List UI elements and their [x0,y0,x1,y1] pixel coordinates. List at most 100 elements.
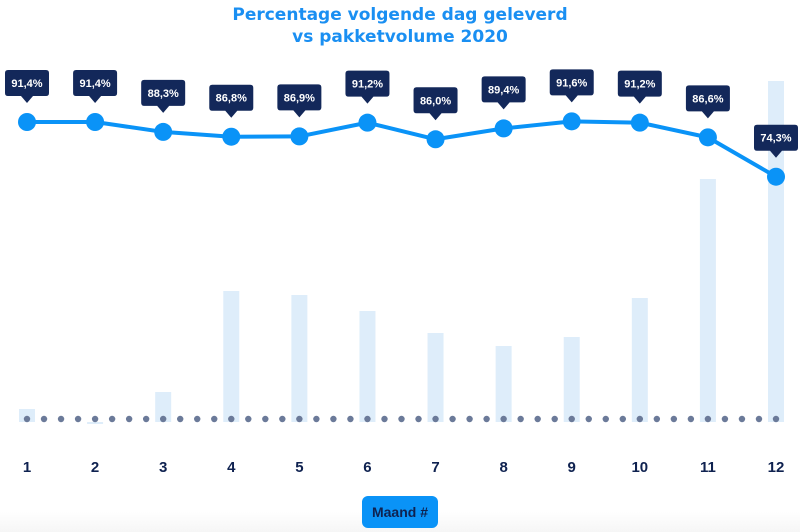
data-label-11: 86,6% [692,93,723,105]
x-tick-label-9: 9 [568,459,576,476]
data-label-callout [413,87,458,121]
line-point-3 [154,122,173,141]
data-label-9: 91,6% [556,77,587,89]
baseline-dot [738,415,746,423]
baseline-dot [483,415,490,423]
x-tick-label-1: 1 [23,459,31,476]
line-point-4 [222,127,241,146]
baseline-dot [91,415,99,423]
chart-title-line1: Percentage volgende dag geleverd [232,5,568,25]
baseline-dot [534,415,541,423]
baseline-dot [142,415,150,423]
data-label-callout [617,70,662,104]
baseline-dot [636,415,644,423]
line-point-11 [698,128,717,147]
baseline-dot [568,415,575,423]
baseline-dot [398,415,405,423]
baseline-dot [330,415,337,423]
chart-title: Percentage volgende dag geleverd vs pakk… [0,4,800,48]
baseline-dot [772,415,780,423]
baseline-dot [228,415,235,423]
baseline-dot [159,415,167,423]
baseline-dot [704,415,712,423]
baseline-dot [108,415,116,423]
data-label-callout [73,70,118,103]
line-point-2 [86,113,105,131]
volume-bar-1 [19,409,35,422]
baseline-dot [755,415,763,423]
baseline-dot [262,415,269,423]
x-tick-label-3: 3 [159,459,167,476]
volume-bar-2 [87,422,104,424]
baseline-dot [466,415,473,423]
data-label-callout [754,124,798,158]
baseline-dot [40,415,48,423]
baseline-dot [125,415,133,423]
baseline-dot [245,415,252,423]
x-tick-label-8: 8 [499,459,507,476]
data-label-6: 91,2% [352,79,383,91]
data-label-callout [345,70,390,104]
baseline-dot [721,415,729,423]
line-point-6 [358,113,377,132]
baseline-dot [687,415,695,423]
baseline-dot [347,415,354,423]
data-label-callout [5,70,49,103]
data-label-4: 86,8% [216,93,247,105]
volume-bar-3 [155,392,172,422]
baseline-dot [211,415,218,423]
baseline-dot [432,415,439,423]
data-label-1: 91,4% [11,78,42,90]
data-label-callout [277,84,322,118]
data-label-10: 91,2% [624,79,655,91]
data-label-callout [141,79,186,113]
data-label-callout [549,69,594,103]
chart-subtitle: vs pakketvolume 2020 [292,27,508,47]
data-label-12: 74,3% [760,133,791,145]
volume-bar-6 [359,311,376,422]
line-point-1 [18,113,36,131]
line-point-5 [290,127,309,146]
baseline-dot [551,415,558,423]
volume-bar-5 [291,295,308,422]
volume-bar-9 [563,337,580,422]
baseline-dot [517,415,524,423]
data-label-3: 88,3% [148,88,179,100]
baseline-dot [449,415,456,423]
baseline-dot [74,415,82,423]
data-label-callout [685,85,730,119]
data-label-8: 89,4% [488,84,519,96]
data-label-2: 91,4% [79,78,110,90]
data-label-5: 86,9% [284,92,315,104]
baseline-dot [279,415,286,423]
percentage-line [27,119,778,179]
baseline-dot [381,415,388,423]
baseline-dot [653,415,661,423]
baseline-dot [585,415,592,423]
x-tick-label-12: 12 [768,459,785,476]
line-point-10 [630,113,649,132]
x-tick-label-4: 4 [227,459,236,476]
x-tick-label-11: 11 [700,459,716,476]
x-tick-label-2: 2 [91,459,99,476]
volume-bar-12 [768,81,784,422]
baseline-dot [415,415,422,423]
baseline-dot [194,415,201,423]
baseline-dot [364,415,371,423]
volume-bar-7 [427,333,444,422]
x-tick-label-10: 10 [631,459,648,476]
baseline-dot [500,415,507,423]
line-point-12 [767,167,785,186]
volume-bar-10 [631,298,648,422]
baseline-dot [177,415,184,423]
line-point-8 [494,119,513,138]
data-label-callout [481,76,526,110]
x-tick-label-7: 7 [431,459,439,476]
baseline-dot [313,415,320,423]
x-tick-label-6: 6 [363,459,371,476]
baseline-dot [602,415,609,423]
line-point-9 [562,112,581,131]
baseline-dot [23,415,31,423]
volume-bar-8 [495,346,512,422]
